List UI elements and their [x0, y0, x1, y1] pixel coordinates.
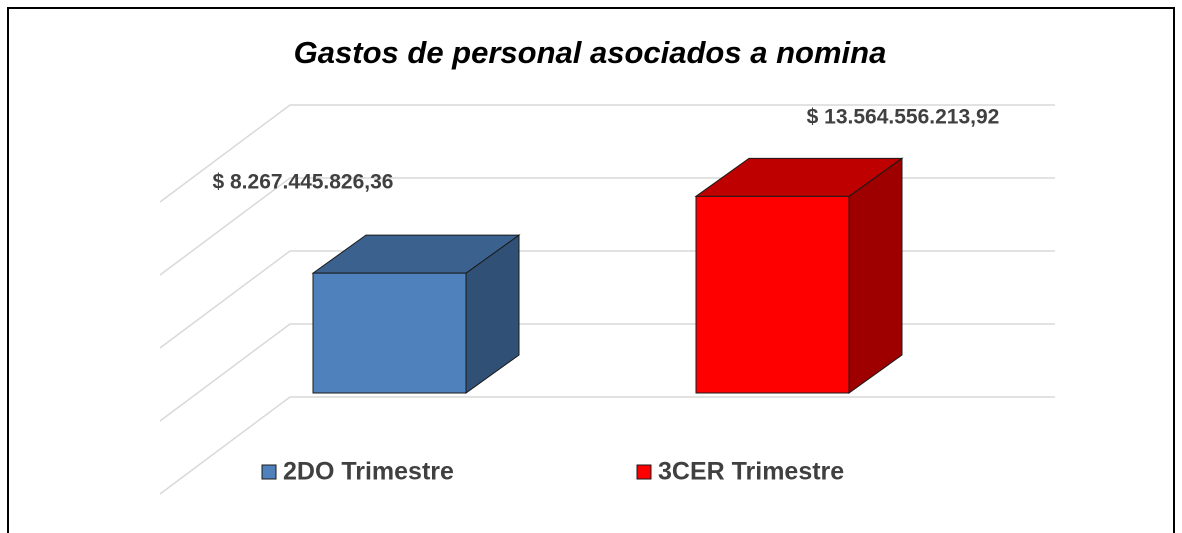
legend-label: 2DO Trimestre — [283, 458, 454, 486]
grid-line — [159, 104, 1055, 203]
bar-front — [695, 195, 850, 394]
bar — [694, 157, 904, 394]
data-label: $ 13.564.556.213,92 — [807, 106, 1000, 129]
bar-front — [312, 272, 467, 394]
chart-title: Gastos de personal asociados a nomina — [294, 35, 887, 70]
data-label: $ 8.267.445.826,36 — [212, 171, 393, 194]
grid-line — [159, 396, 1055, 495]
legend-swatch — [261, 464, 277, 480]
bar-side — [848, 157, 903, 394]
legend-label: 3CER Trimestre — [658, 458, 844, 486]
legend-swatch — [636, 464, 652, 480]
bar — [311, 234, 521, 394]
chart-frame — [7, 7, 1175, 533]
